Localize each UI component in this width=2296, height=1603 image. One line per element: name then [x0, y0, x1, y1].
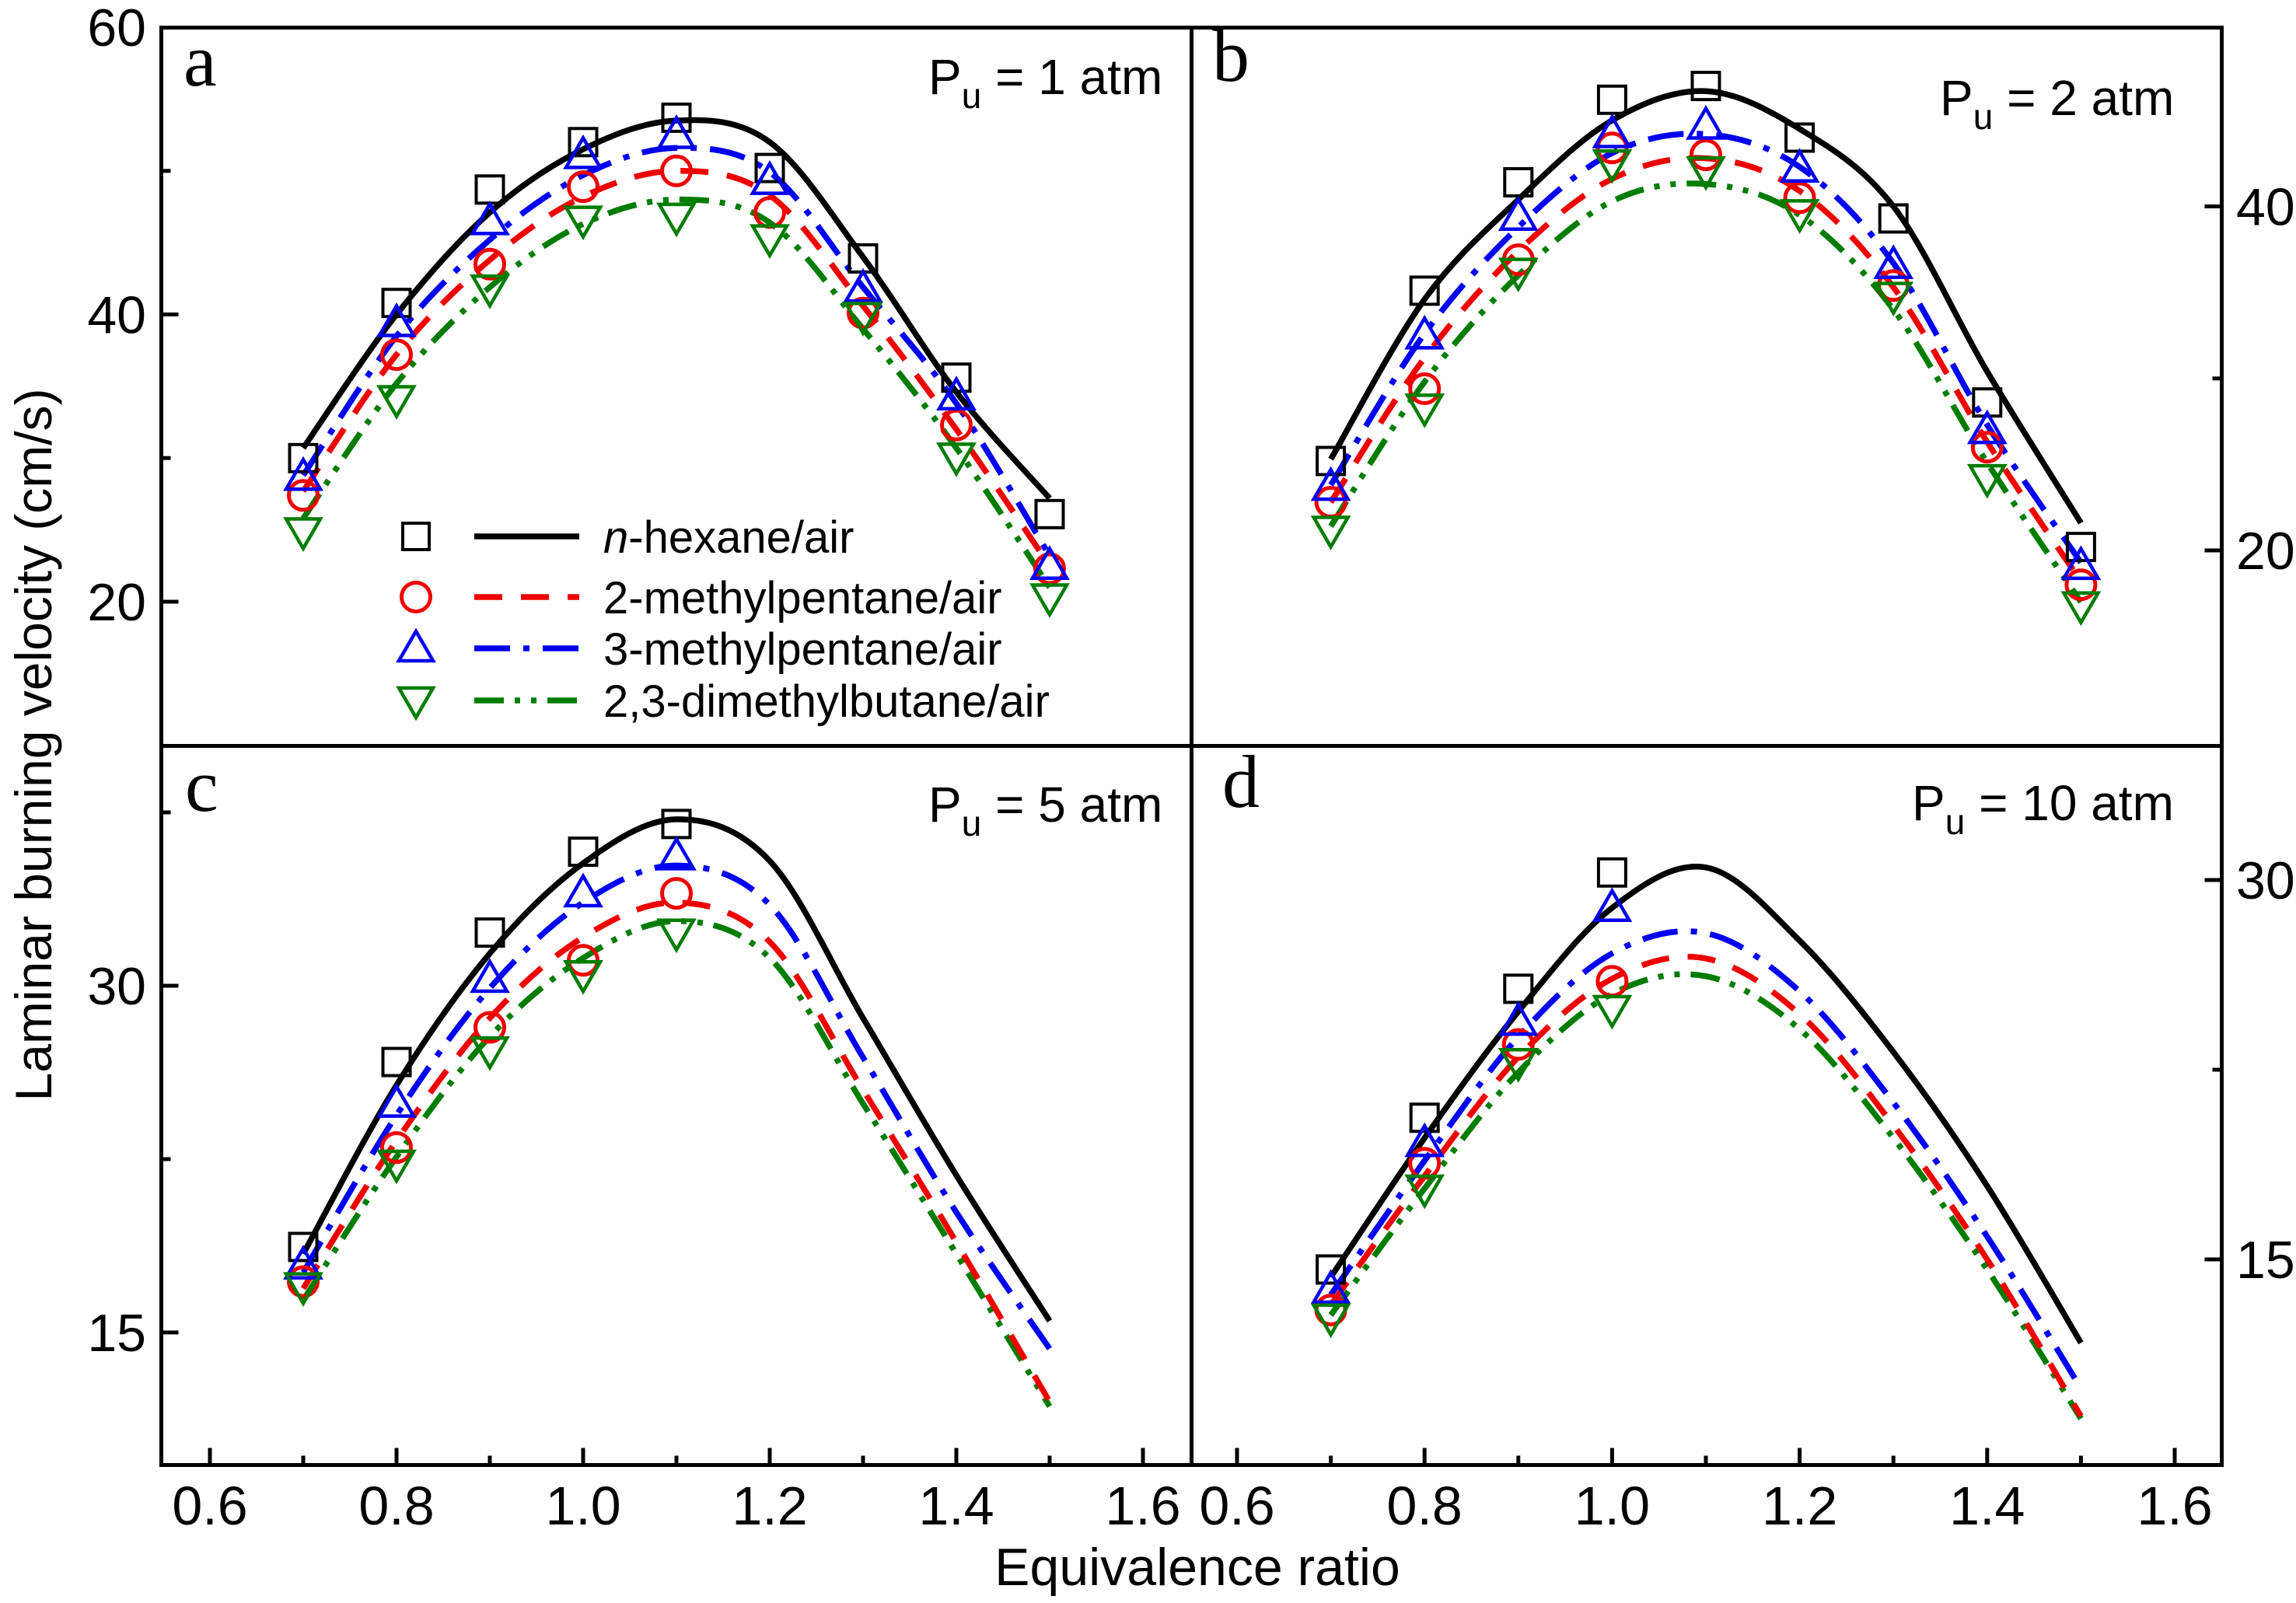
svg-text:0.6: 0.6	[172, 1476, 247, 1536]
svg-text:Pu = 1 atm: Pu = 1 atm	[928, 49, 1162, 116]
svg-text:c: c	[185, 744, 218, 827]
svg-text:0.8: 0.8	[358, 1476, 434, 1536]
svg-text:20: 20	[87, 573, 146, 632]
svg-text:1.2: 1.2	[732, 1476, 807, 1536]
svg-text:Pu = 2 atm: Pu = 2 atm	[1940, 70, 2174, 137]
svg-text:0.6: 0.6	[1199, 1476, 1274, 1536]
svg-text:40: 40	[87, 286, 146, 345]
svg-text:3-methylpentane/air: 3-methylpentane/air	[603, 624, 1002, 675]
svg-text:Laminar burning velocity (cm/s: Laminar burning velocity (cm/s)	[5, 389, 62, 1102]
svg-text:1.0: 1.0	[545, 1476, 620, 1536]
svg-text:15: 15	[87, 1304, 146, 1363]
svg-text:40: 40	[2236, 178, 2295, 237]
svg-text:2,3-dimethylbutane/air: 2,3-dimethylbutane/air	[603, 676, 1050, 727]
svg-text:1.2: 1.2	[1762, 1476, 1837, 1536]
svg-text:b: b	[1212, 14, 1249, 97]
svg-text:20: 20	[2236, 522, 2295, 581]
svg-text:a: a	[183, 19, 217, 102]
svg-text:n-hexane/air: n-hexane/air	[603, 512, 854, 563]
svg-text:30: 30	[87, 957, 146, 1016]
svg-text:1.0: 1.0	[1574, 1476, 1650, 1536]
svg-text:60: 60	[87, 0, 146, 58]
svg-text:1.6: 1.6	[1105, 1476, 1180, 1536]
svg-text:d: d	[1222, 740, 1260, 823]
svg-text:Equivalence ratio: Equivalence ratio	[994, 1538, 1400, 1597]
svg-text:Pu = 10 atm: Pu = 10 atm	[1912, 775, 2174, 842]
svg-text:2-methylpentane/air: 2-methylpentane/air	[603, 573, 1002, 623]
svg-text:1.4: 1.4	[918, 1476, 994, 1536]
svg-text:1.6: 1.6	[2137, 1476, 2212, 1536]
svg-text:1.4: 1.4	[1949, 1476, 2025, 1536]
svg-text:30: 30	[2236, 851, 2295, 910]
svg-text:15: 15	[2236, 1231, 2295, 1290]
svg-text:0.8: 0.8	[1387, 1476, 1463, 1536]
